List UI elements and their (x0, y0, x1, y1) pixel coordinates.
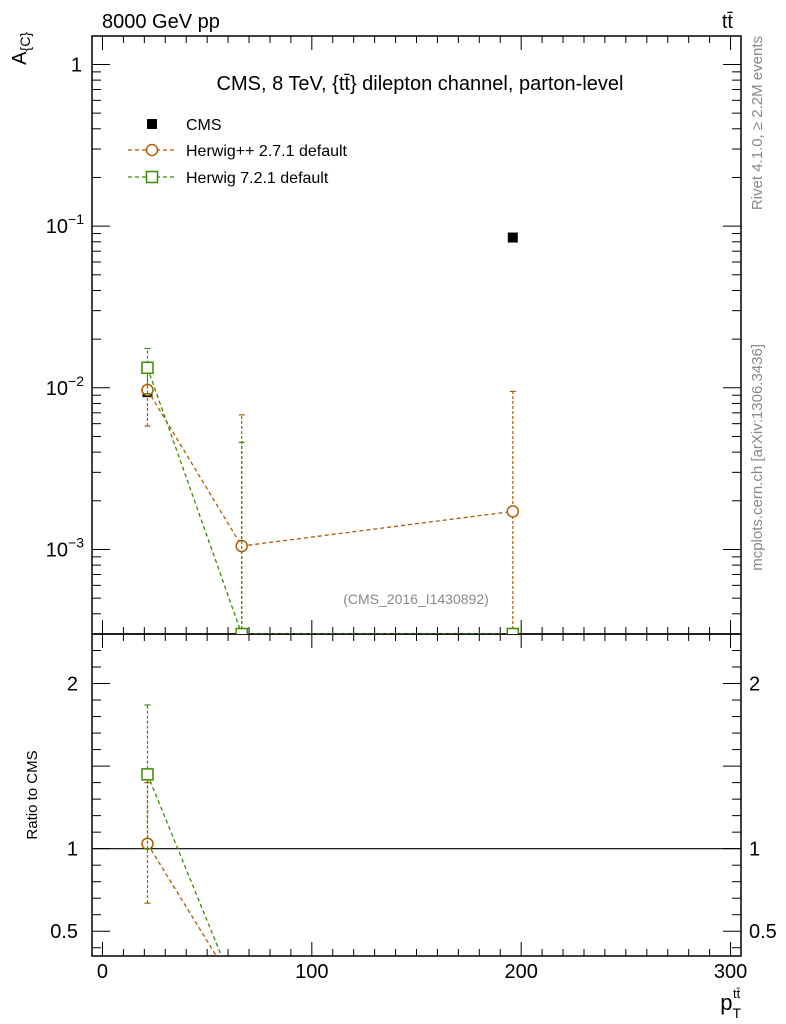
legend-item: Herwig++ 2.7.1 default (128, 143, 348, 160)
series-line (146, 843, 218, 956)
series-group (141, 347, 520, 634)
legend-item: Herwig 7.2.1 default (128, 170, 329, 187)
axis-ticks: 0 100 200 300 1 10−1 10−2 10−3 0.5 0.5 1 1 2 2 (46, 36, 777, 983)
legend-label: Herwig++ 2.7.1 default (186, 143, 348, 160)
series-group (141, 782, 247, 1003)
legend-item: CMS (147, 117, 222, 134)
y-tick-label: 1 (71, 54, 82, 76)
y-tick-label: 10−3 (46, 534, 84, 561)
series-group (141, 704, 247, 1011)
ratio-y-tick-label-right: 0.5 (749, 921, 777, 943)
ratio-y-tick-label-right: 1 (749, 839, 760, 861)
x-tick-label: 200 (504, 961, 537, 983)
y-axis-label-ratio: Ratio to CMS (24, 750, 41, 839)
y-tick-label: 10−1 (46, 211, 84, 238)
y-tick-label: 10−2 (46, 373, 84, 400)
y-axis-label-main: A{C} (9, 32, 33, 65)
header-left-label: 8000 GeV pp (102, 11, 220, 33)
x-axis-label: pTtt̄ (720, 986, 741, 1021)
data-point (507, 232, 518, 243)
data-point (141, 361, 154, 375)
legend: CMS Herwig++ 2.7.1 default Herwig 7.2.1 de… (128, 117, 348, 187)
ratio-y-tick-label: 2 (67, 674, 78, 696)
data-point (236, 1000, 247, 1011)
data-point (236, 992, 247, 1003)
rivet-side-label: Rivet 4.1.0, ≥ 2.2M events (749, 36, 766, 210)
data-point (141, 383, 154, 397)
ratio-y-tick-label: 1 (67, 839, 78, 861)
watermark-label: (CMS_2016_I1430892) (343, 591, 489, 607)
data-point (147, 119, 157, 129)
data-point (145, 170, 159, 184)
series-group (142, 232, 518, 634)
legend-label: CMS (186, 117, 222, 134)
data-point (506, 505, 520, 518)
ratio-y-tick-label: 0.5 (50, 921, 78, 943)
data-point (145, 143, 159, 157)
series-line (146, 774, 223, 956)
x-tick-label: 300 (714, 961, 747, 983)
mcplots-side-label: mcplots.cern.ch [arXiv:1306.3436] (749, 344, 766, 571)
x-tick-label: 100 (295, 961, 328, 983)
data-point (506, 627, 520, 634)
x-tick-label: 0 (97, 961, 108, 983)
header-right-label: tt̄ (722, 11, 734, 33)
legend-label: Herwig 7.2.1 default (186, 170, 329, 187)
ratio-y-tick-label-right: 2 (749, 674, 760, 696)
data-point (235, 627, 248, 634)
data-point (141, 768, 154, 781)
ratio-plot-frame (91, 633, 742, 957)
series-line (146, 367, 513, 634)
data-layer (141, 232, 520, 1011)
chart-title: CMS, 8 TeV, {tt̄} dilepton channel, part… (217, 73, 624, 95)
